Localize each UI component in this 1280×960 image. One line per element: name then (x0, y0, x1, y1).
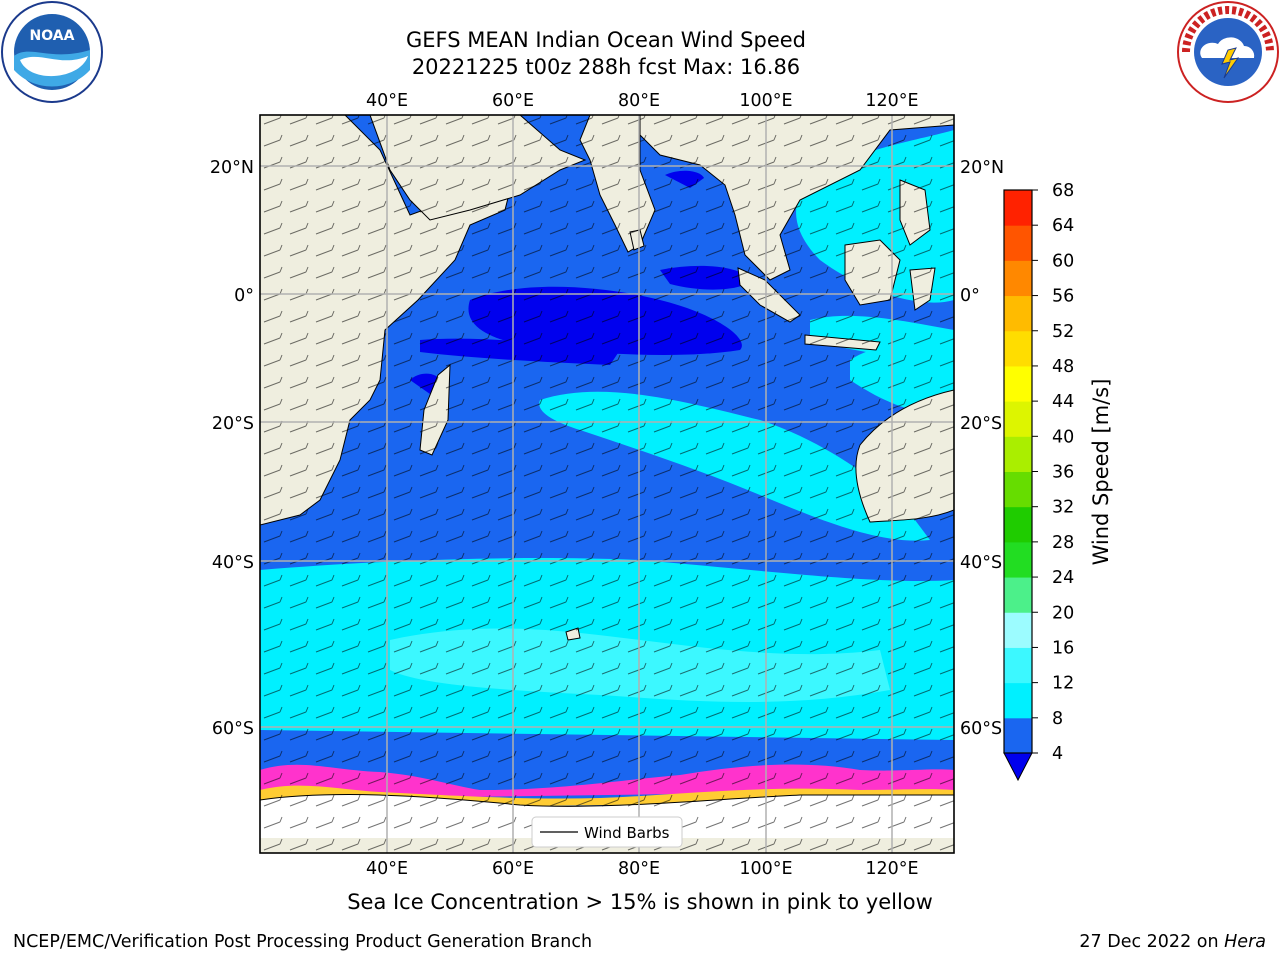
lat-label-left: 20°S (212, 414, 254, 434)
map-panel (260, 115, 954, 853)
colorbar-tick-label: 12 (1052, 674, 1074, 694)
nws-logo (1177, 1, 1279, 103)
lat-labels-left: 20°N 0° 20°S 40°S 60°S (210, 158, 254, 739)
lat-labels-right: 20°N 0° 20°S 40°S 60°S (960, 158, 1004, 739)
colorbar-segment (1004, 365, 1032, 402)
colorbar-tick-label: 32 (1052, 498, 1074, 518)
lat-label-left: 20°N (210, 158, 254, 178)
lon-label-top: 80°E (618, 91, 660, 111)
colorbar-segment (1004, 612, 1032, 648)
noaa-logo-text: NOAA (30, 28, 75, 44)
lat-label-left: 40°S (212, 553, 254, 573)
colorbar-segment (1004, 541, 1032, 578)
colorbar-segment (1004, 295, 1032, 332)
lat-label-left: 60°S (212, 719, 254, 739)
lon-labels-top: 40°E 60°E 80°E 100°E 120°E (366, 91, 919, 111)
lat-label-right: 20°S (960, 414, 1002, 434)
colorbar-segment (1004, 717, 1032, 754)
colorbar-segment (1004, 225, 1032, 261)
lat-label-left: 0° (234, 286, 254, 306)
colorbar-tick-label: 68 (1052, 181, 1074, 201)
colorbar-tick-label: 28 (1052, 533, 1074, 553)
lon-label-bottom: 120°E (865, 859, 918, 879)
lon-label-bottom: 40°E (366, 859, 408, 879)
footer-host: Hera (1224, 932, 1266, 952)
colorbar-label: Wind Speed [m/s] (1089, 379, 1113, 566)
colorbar-segments (1004, 190, 1032, 754)
title-line-2: 20221225 t00z 288h fcst Max: 16.86 (411, 55, 801, 79)
colorbar-segment (1004, 577, 1032, 613)
colorbar-segment (1004, 401, 1032, 437)
lat-label-right: 60°S (960, 719, 1002, 739)
legend-box (531, 816, 683, 848)
colorbar-tick-label: 52 (1052, 322, 1074, 342)
colorbar-segment (1004, 260, 1032, 297)
colorbar-segment (1004, 330, 1032, 367)
lon-label-top: 40°E (366, 91, 408, 111)
lon-labels-bottom: 40°E 60°E 80°E 100°E 120°E (366, 859, 919, 879)
colorbar-segment (1004, 436, 1032, 472)
colorbar-tick-label: 40 (1052, 427, 1074, 447)
colorbar-tick-label: 36 (1052, 463, 1074, 483)
chart-title: GEFS MEAN Indian Ocean Wind Speed 202212… (300, 27, 912, 81)
lon-label-bottom: 80°E (618, 859, 660, 879)
footer-date: 27 Dec 2022 on Hera (1079, 932, 1266, 952)
noaa-logo: NOAA (1, 1, 103, 103)
graticule (260, 115, 954, 853)
colorbar-tick-label: 44 (1052, 392, 1074, 412)
wind-barbs-field (260, 115, 954, 853)
lon-label-bottom: 60°E (492, 859, 534, 879)
wind-barbs-legend: Wind Barbs (531, 816, 683, 848)
sea-ice-caption: Sea Ice Concentration > 15% is shown in … (347, 890, 933, 914)
colorbar-tick-label: 24 (1052, 568, 1074, 588)
lat-label-right: 40°S (960, 553, 1002, 573)
footer-date-text: 27 Dec 2022 on (1079, 932, 1219, 952)
colorbar-tick-label: 4 (1052, 744, 1063, 764)
map-frame (259, 114, 955, 854)
colorbar-segment (1004, 471, 1032, 508)
colorbar-segment (1004, 682, 1032, 719)
colorbar-tick-label: 60 (1052, 251, 1074, 271)
footer-branch: NCEP/EMC/Verification Post Processing Pr… (13, 932, 593, 952)
lat-label-right: 20°N (960, 158, 1004, 178)
lon-label-top: 60°E (492, 91, 534, 111)
colorbar-extend-arrow (1003, 752, 1033, 782)
lat-label-right: 0° (960, 286, 980, 306)
colorbar-segment (1004, 190, 1032, 226)
lon-label-top: 120°E (865, 91, 918, 111)
lon-label-bottom: 100°E (739, 859, 792, 879)
colorbar-tick-label: 8 (1052, 709, 1063, 729)
colorbar-tick-label: 64 (1052, 216, 1074, 236)
title-line-1: GEFS MEAN Indian Ocean Wind Speed (405, 28, 807, 52)
colorbar-tick-label: 16 (1052, 638, 1074, 658)
colorbar-tick-label: 20 (1052, 603, 1074, 623)
colorbar-segment (1004, 506, 1032, 543)
colorbar-segment (1004, 647, 1032, 684)
colorbar-tick-label: 48 (1052, 357, 1074, 377)
legend-label: Wind Barbs (584, 824, 670, 842)
lon-label-top: 100°E (739, 91, 792, 111)
colorbar-tick-label: 56 (1052, 287, 1074, 307)
